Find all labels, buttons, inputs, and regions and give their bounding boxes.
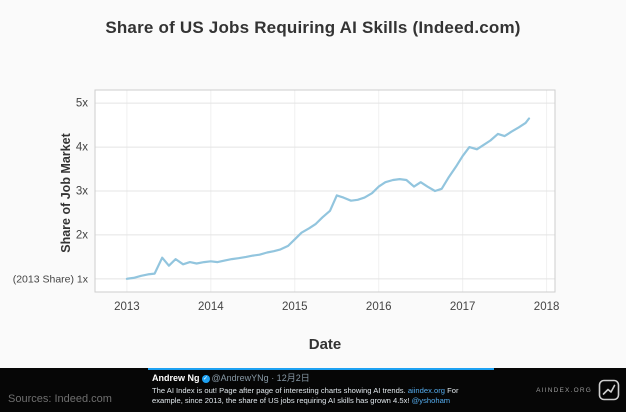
- tweet-embed: Andrew Ng ✓ @AndrewYNg · 12月2日 The AI Inde…: [148, 368, 494, 412]
- x-tick-label: 2018: [534, 301, 560, 313]
- x-tick-label: 2014: [198, 301, 224, 313]
- verified-badge-icon: ✓: [201, 375, 210, 383]
- x-tick-label: 2013: [114, 301, 140, 313]
- x-tick-label: 2017: [450, 301, 476, 313]
- tweet-link-mention[interactable]: @yshoham: [411, 395, 451, 405]
- y-tick-label: 2x: [76, 229, 88, 241]
- plot-border: [94, 89, 556, 293]
- tweet-text: The AI Index is out! Page after page of …: [152, 386, 490, 405]
- series-line: [125, 117, 531, 280]
- chart-title: Share of US Jobs Requiring AI Skills (In…: [105, 18, 521, 37]
- tweet-text-segment: For example, since 2013, the share of US…: [152, 386, 459, 405]
- x-tick-label: 2015: [282, 301, 308, 313]
- y-tick-label: 3x: [76, 186, 88, 198]
- tweet-date: · 12月2日: [268, 373, 310, 383]
- attribution-label: AIINDEX.ORG: [536, 386, 592, 394]
- aiindex-logo-icon: [598, 379, 620, 401]
- footer-bar: Sources: Indeed.com Andrew Ng ✓ @AndrewYNg…: [0, 368, 626, 412]
- y-tick-label: (2013 Share) 1x: [13, 273, 89, 285]
- y-tick-label: 4x: [76, 142, 88, 154]
- tweet-author-name: Andrew Ng: [152, 373, 200, 383]
- x-axis-label: Date: [308, 336, 342, 353]
- tweet-handle: @AndrewYNg: [211, 373, 269, 383]
- attribution: AIINDEX.ORG: [536, 368, 620, 412]
- tweet-text-segment: The AI Index is out! Page after page of …: [152, 386, 408, 395]
- x-tick-label: 2016: [366, 301, 392, 313]
- tweet-header: Andrew Ng ✓ @AndrewYNg · 12月2日: [152, 373, 490, 384]
- line-chart: (2013 Share) 1x 2x 3x 4x 5x 2013 2014 2015 2016 2…: [13, 89, 560, 313]
- sources-label: Sources: Indeed.com: [8, 393, 112, 405]
- y-tick-label: 5x: [76, 98, 88, 110]
- tweet-link-aiindex[interactable]: aiindex.org: [407, 386, 445, 395]
